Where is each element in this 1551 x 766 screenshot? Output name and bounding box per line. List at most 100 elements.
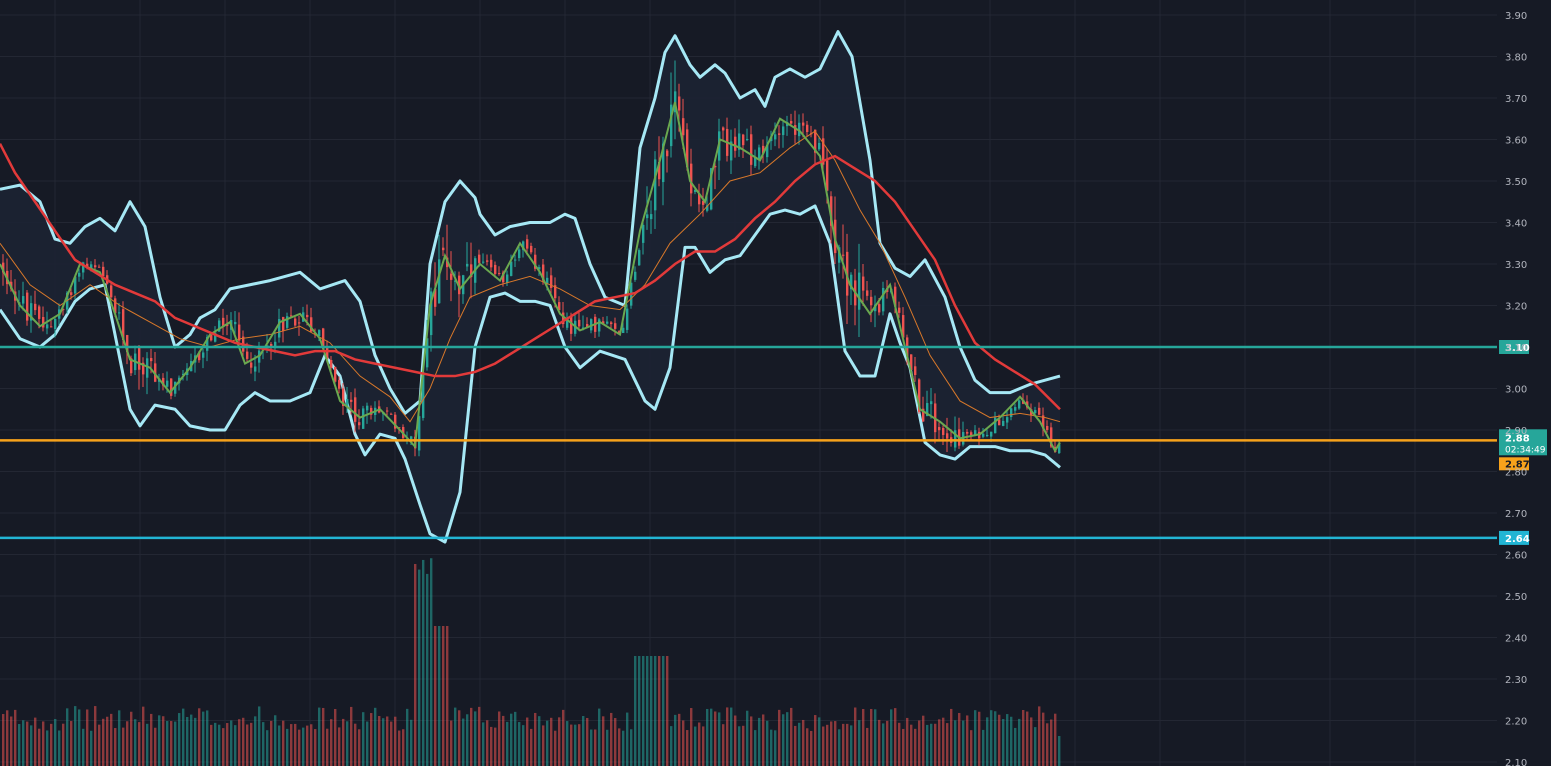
volume-bar xyxy=(294,723,297,766)
candle-body xyxy=(698,193,701,205)
volume-bar xyxy=(362,712,365,766)
candle-body xyxy=(666,150,669,157)
volume-bar xyxy=(886,720,889,766)
volume-bar xyxy=(574,724,577,766)
candle-body xyxy=(46,324,49,329)
volume-bar xyxy=(974,710,977,766)
candle-body xyxy=(534,254,537,269)
volume-bar xyxy=(894,708,897,766)
volume-bar xyxy=(882,723,885,766)
candle-body xyxy=(110,285,113,298)
volume-bar xyxy=(626,712,629,766)
candle-body xyxy=(30,303,33,321)
volume-bar xyxy=(158,715,161,766)
volume-bar xyxy=(306,725,309,766)
candle-body xyxy=(430,291,433,336)
volume-bar xyxy=(126,721,129,766)
volume-bar xyxy=(826,724,829,766)
candle-body xyxy=(130,358,133,374)
candle-body xyxy=(298,322,301,324)
volume-bar xyxy=(230,720,233,766)
candle-body xyxy=(34,303,37,311)
candle-body xyxy=(102,266,105,277)
level-label: 2.64 xyxy=(1505,534,1530,545)
candle-body xyxy=(82,262,85,273)
volume-bar xyxy=(6,710,9,766)
level-label: 2.87 xyxy=(1505,459,1530,470)
volume-bar xyxy=(910,724,913,766)
candle-body xyxy=(794,125,797,135)
price-tick-label: 2.80 xyxy=(1505,468,1527,479)
candle-body xyxy=(278,319,281,338)
candle-body xyxy=(218,320,221,332)
volume-bar xyxy=(454,707,457,766)
volume-bar xyxy=(1046,723,1049,766)
price-axis[interactable]: 3.90 3.80 3.70 3.60 3.50 3.40 3.30 3.20 3.10 3.00… xyxy=(1505,11,1527,766)
volume-bar xyxy=(686,730,689,766)
volume-bar xyxy=(478,706,481,766)
price-tick-label: 2.40 xyxy=(1505,634,1527,645)
candle-body xyxy=(974,430,977,435)
volume-bar xyxy=(346,721,349,766)
candle-body xyxy=(498,273,501,275)
candle-body xyxy=(730,141,733,161)
grid-lines xyxy=(0,0,1497,766)
volume-bar xyxy=(1042,712,1045,766)
volume-bar xyxy=(142,706,145,766)
candle-body xyxy=(146,358,149,378)
volume-bar xyxy=(518,722,521,766)
candle-body xyxy=(450,273,453,280)
volume-bar xyxy=(326,728,329,766)
volume-bar xyxy=(850,725,853,766)
volume-bar xyxy=(182,708,185,766)
volume-bar xyxy=(734,715,737,766)
volume-bar xyxy=(718,712,721,766)
candle-body xyxy=(234,321,237,325)
candle-body xyxy=(238,324,241,341)
price-tick-label: 2.10 xyxy=(1505,758,1527,766)
volume-bar xyxy=(958,712,961,766)
candle-body xyxy=(638,250,641,266)
volume-bar xyxy=(438,626,441,766)
candle-body xyxy=(570,316,573,334)
volume-bar xyxy=(742,725,745,766)
candle-body xyxy=(942,428,945,435)
candle-body xyxy=(494,264,497,274)
volume-bar xyxy=(238,719,241,766)
candle-body xyxy=(246,351,249,359)
volume-bar xyxy=(166,720,169,766)
volume-bar xyxy=(102,718,105,766)
candle-body xyxy=(882,288,885,312)
volume-bar xyxy=(310,724,313,766)
volume-bar xyxy=(834,721,837,766)
candle-body xyxy=(654,159,657,211)
candle-body xyxy=(830,196,833,226)
candle-body xyxy=(254,366,257,372)
volume-bar xyxy=(34,717,37,766)
price-tick-label: 2.30 xyxy=(1505,675,1527,686)
volume-bar xyxy=(630,729,633,766)
candle-body xyxy=(586,324,589,328)
candle-body xyxy=(294,318,297,326)
volume-bar xyxy=(502,715,505,766)
candle-body xyxy=(910,354,913,371)
candle-body xyxy=(578,319,581,327)
price-tick-label: 3.50 xyxy=(1505,177,1527,188)
price-tick-label: 3.10 xyxy=(1505,343,1527,354)
volume-bar xyxy=(698,722,701,766)
candle-body xyxy=(358,422,361,426)
volume-bar xyxy=(646,656,649,766)
candle-body xyxy=(526,239,529,249)
candle-body xyxy=(170,378,173,396)
volume-bar xyxy=(242,717,245,766)
candle-body xyxy=(1010,408,1013,418)
candle-body xyxy=(150,358,153,362)
candle-body xyxy=(390,413,393,415)
volume-bar xyxy=(522,725,525,766)
volume-bar xyxy=(722,724,725,766)
volume-bar xyxy=(66,708,69,766)
candle-body xyxy=(530,245,533,253)
